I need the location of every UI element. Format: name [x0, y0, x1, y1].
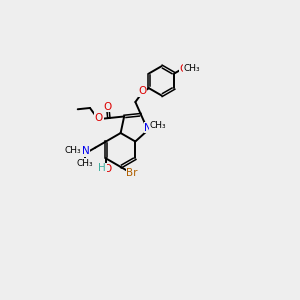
- Text: N: N: [82, 146, 90, 156]
- Text: CH₃: CH₃: [65, 146, 82, 155]
- Text: O: O: [103, 102, 112, 112]
- Text: CH₃: CH₃: [77, 159, 94, 168]
- Text: N: N: [144, 123, 152, 133]
- Text: O: O: [103, 164, 112, 174]
- Text: CH₃: CH₃: [184, 64, 200, 73]
- Text: CH₃: CH₃: [149, 121, 166, 130]
- Text: O: O: [95, 112, 103, 123]
- Text: O: O: [179, 64, 188, 74]
- Text: O: O: [138, 86, 146, 96]
- Text: H: H: [98, 164, 106, 173]
- Text: Br: Br: [126, 168, 138, 178]
